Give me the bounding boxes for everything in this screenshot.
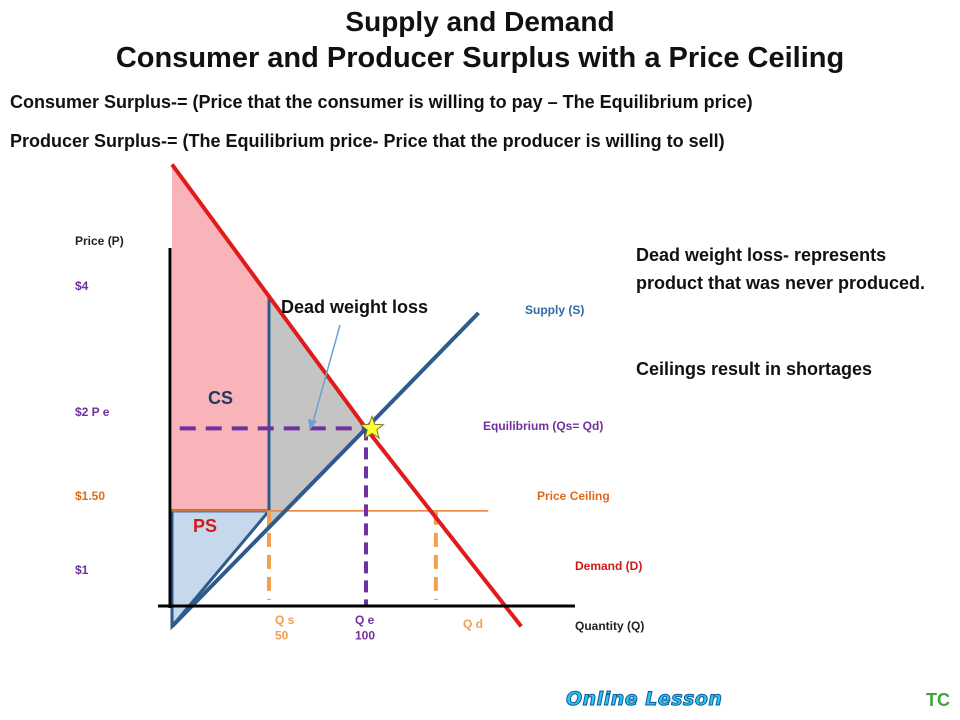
equilibrium-label: Equilibrium (Qs= Qd): [483, 419, 603, 433]
ps-label: PS: [193, 516, 217, 536]
consumer-surplus-definition: Consumer Surplus-= (Price that the consu…: [10, 92, 753, 112]
deadweight-label: Dead weight loss: [281, 297, 428, 317]
deadweight-note: Dead weight loss- represents product tha…: [636, 245, 926, 293]
shortage-note: Ceilings result in shortages: [636, 359, 873, 379]
author-initials: TC: [926, 690, 950, 710]
consumer-surplus-area: [172, 164, 269, 511]
y-tick-label: $1: [75, 563, 89, 577]
x-tick-label: Q d: [463, 617, 483, 631]
deadweight-arrow-head: [308, 419, 317, 430]
y-tick-label: $1.50: [75, 489, 105, 503]
cs-label: CS: [208, 388, 233, 408]
price-ceiling-label: Price Ceiling: [537, 489, 610, 503]
x-axis-label: Quantity (Q): [575, 619, 644, 633]
page-title: Supply and Demand: [345, 6, 615, 37]
equilibrium-star-icon: [359, 414, 385, 440]
demand-label: Demand (D): [575, 559, 642, 573]
deadweight-arrow: [312, 324, 341, 423]
supply-label: Supply (S): [525, 303, 584, 317]
x-tick-label: Q e 100: [355, 613, 375, 643]
online-lesson-logo: Online Lesson: [565, 688, 723, 711]
producer-surplus-definition: Producer Surplus-= (The Equilibrium pric…: [10, 131, 725, 151]
y-tick-label: $2 P e: [75, 405, 110, 419]
y-axis-label: Price (P): [75, 234, 124, 248]
x-tick-label: Q s 50: [275, 613, 295, 643]
page-subtitle: Consumer and Producer Surplus with a Pri…: [115, 42, 845, 74]
y-tick-label: $4: [75, 279, 89, 293]
